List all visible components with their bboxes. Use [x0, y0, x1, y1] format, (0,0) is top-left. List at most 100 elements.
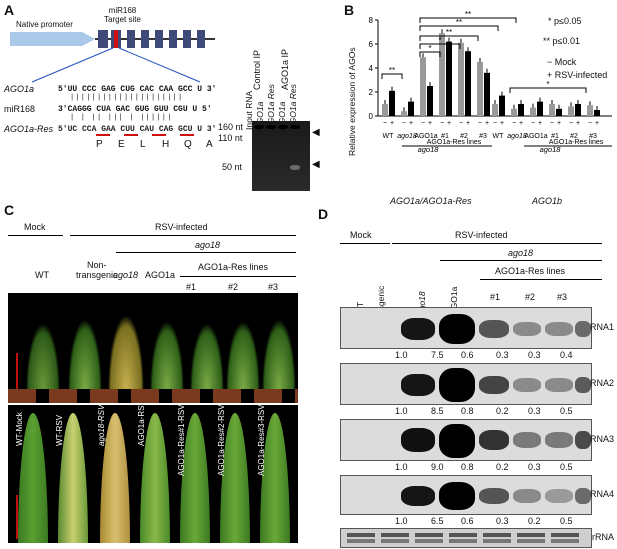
gene-diagram: Native promoter miR168 Target site — [10, 6, 220, 62]
blot-value: 0.8 — [461, 406, 474, 416]
significance-bracket — [419, 51, 441, 57]
blot-band — [439, 424, 475, 458]
group-header-control: Control IP — [252, 49, 262, 90]
ago1b-rsv-bar — [518, 104, 524, 116]
blot-band — [479, 376, 509, 394]
gel-band — [266, 125, 276, 129]
ago1b-rsv-bar — [575, 104, 581, 116]
blot-rna2 — [340, 363, 592, 405]
rrna-band — [347, 539, 585, 543]
ago1a-rsv-bar — [427, 86, 433, 116]
significance-bracket — [381, 73, 403, 79]
d-res-line — [480, 279, 602, 280]
legend-mock: − Mock — [547, 57, 577, 67]
seq-mir168: 3′CAGGG CUA GAC GUG GUU CGU U 5′ — [58, 105, 212, 114]
arrow-head: ◀ — [312, 159, 320, 170]
blot-value: 0.5 — [560, 406, 573, 416]
blot-label-rna1: RNA1 — [590, 322, 615, 332]
panel-a-label: A — [4, 2, 15, 18]
blot-rrna — [340, 528, 592, 548]
mutation-underlines — [96, 134, 216, 136]
ago1b-mock-bar — [492, 104, 498, 116]
ago1b-mock-bar — [530, 107, 536, 116]
c-nontransgenic: Non- transgenic — [76, 260, 118, 280]
blot-band — [575, 377, 591, 393]
blot-band — [545, 322, 573, 336]
blot-band — [575, 321, 591, 337]
blot-value: 8.5 — [431, 406, 444, 416]
d-rsv: RSV-infected — [455, 230, 508, 240]
d-rsv-line — [392, 243, 602, 244]
group-label: #2 — [460, 133, 468, 140]
blot-band — [545, 432, 573, 448]
plants-photo — [8, 293, 298, 403]
sign-rsv: + — [500, 120, 504, 127]
panel-b-label: B — [344, 2, 355, 18]
sign-mock: − — [493, 120, 497, 127]
sign-rsv: + — [485, 120, 489, 127]
target-site — [114, 30, 118, 48]
blot-value: 0.6 — [461, 516, 474, 526]
c-mock: Mock — [24, 222, 46, 232]
plant — [150, 321, 184, 389]
sign-mock: − — [550, 120, 554, 127]
c-res-line — [180, 276, 296, 277]
seq-res-name: AGO1a-Res — [4, 124, 54, 134]
blot-value: 0.3 — [528, 350, 541, 360]
blot-band — [401, 318, 435, 340]
blot-value: 0.4 — [560, 350, 573, 360]
pairing-marks: ||||||||||||||||||||| — [70, 94, 184, 102]
ago1a-rsv-bar — [408, 101, 414, 116]
c-line-1: #1 — [186, 282, 197, 292]
ago1b-mock-bar — [568, 106, 574, 116]
b-bottom-label-1: AGO1a/AGO1a-Res — [390, 196, 472, 206]
legend-p01: ** p≤0.01 — [543, 36, 580, 46]
blot-value: 0.2 — [528, 516, 541, 526]
group-label: ago18 — [507, 133, 527, 140]
significance-bracket — [419, 17, 517, 23]
bracket-label: ago18 — [418, 145, 440, 154]
blot-band — [575, 431, 591, 449]
y-tick-label: 6 — [369, 40, 374, 49]
blot-value: 0.3 — [528, 406, 541, 416]
sign-mock: − — [440, 120, 444, 127]
sign-mock: − — [383, 120, 387, 127]
blot-value: 1.0 — [395, 462, 408, 472]
ago1a-rsv-bar — [484, 72, 490, 116]
chart-y-label: Relative expression of AGOs — [347, 47, 357, 156]
d-ago18: ago18 — [508, 248, 534, 258]
group-label: AGO1a — [524, 133, 547, 140]
ago1a-mock-bar — [439, 33, 445, 117]
gel-band — [254, 125, 264, 129]
bracket-label: AGO1a-Res lines — [549, 139, 604, 146]
scale-bar — [16, 495, 18, 539]
blot-band — [575, 488, 591, 504]
blot-label-rrna: rRNA — [592, 532, 614, 542]
ago1b-mock-bar — [587, 105, 593, 116]
plant — [190, 323, 224, 389]
gel-band — [278, 125, 288, 129]
blot-value: 1.0 — [395, 350, 408, 360]
c-wt: WT — [35, 270, 49, 280]
exon — [98, 30, 108, 48]
blot-rna4 — [340, 475, 592, 515]
seq-ago1a: 5′UU CCC GAG CUG CAC CAA GCC U 3′ — [58, 85, 217, 94]
leaf-label: ago18-RSV — [97, 405, 106, 446]
blot-band — [439, 368, 475, 402]
blot-band — [439, 314, 475, 344]
significance-bracket — [419, 25, 499, 31]
ago1b-rsv-bar — [537, 101, 543, 116]
blot-band — [479, 430, 509, 450]
legend-p05: * p≤0.05 — [548, 16, 582, 26]
blot-value: 6.5 — [431, 516, 444, 526]
d-ago18-line — [440, 260, 602, 261]
c-rsv-line — [70, 235, 296, 236]
ago1a-mock-bar — [477, 62, 483, 116]
promoter-label: Native promoter — [16, 20, 73, 29]
blot-value: 0.8 — [461, 462, 474, 472]
blot-value: 7.5 — [431, 350, 444, 360]
aa-h: H — [162, 139, 170, 150]
sign-rsv: + — [390, 120, 394, 127]
d-lane-res3: #3 — [557, 292, 568, 302]
a-gel — [252, 121, 310, 191]
